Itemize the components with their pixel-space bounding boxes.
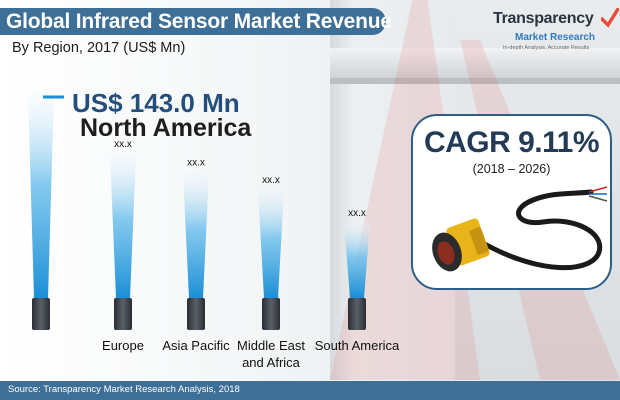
- highlight-region: North America: [80, 114, 252, 142]
- data-label-south-america: xx.x: [348, 208, 366, 219]
- chart-pedestals: [32, 298, 366, 330]
- logo-subtitle: Market Research: [515, 32, 596, 43]
- background-ceiling-beam: [330, 78, 620, 84]
- checkmark-icon: [601, 8, 619, 28]
- bar-south-america: [344, 223, 370, 298]
- footer-bar: Source: Transparency Market Research Ana…: [0, 381, 620, 400]
- chart-category-labels: Europe Asia Pacific Middle East and Africa S…: [102, 338, 400, 370]
- pedestal-asia-pacific: [187, 298, 205, 330]
- bar-asia-pacific: [183, 172, 209, 298]
- chart-subtitle: By Region, 2017 (US$ Mn): [12, 40, 186, 56]
- bar-middle-east-and-africa: [258, 189, 284, 298]
- bar-europe: [110, 153, 136, 298]
- cagr-value: CAGR 9.11%: [423, 126, 600, 159]
- category-label-middle-east-and-africa: and Africa: [242, 355, 301, 370]
- chart-title: Global Infrared Sensor Market Revenue: [6, 10, 392, 33]
- data-label-asia-pacific: xx.x: [187, 158, 205, 169]
- chart-bars: [28, 92, 370, 298]
- logo-tagline: In-depth Analysis. Accurate Results: [503, 45, 590, 51]
- cagr-box: CAGR 9.11% (2018 – 2026): [411, 114, 612, 290]
- data-label-europe: xx.x: [114, 139, 132, 150]
- data-label-middle-east-and-africa: xx.x: [262, 175, 280, 186]
- category-label-europe: Europe: [102, 338, 144, 353]
- cagr-period: (2018 – 2026): [472, 162, 551, 176]
- brand-logo: Transparency Market Research In-depth An…: [493, 8, 620, 70]
- highlight-value: US$ 143.0 Mn: [72, 88, 240, 118]
- category-label-south-america: South America: [315, 338, 400, 353]
- chart-data-labels: xx.x xx.x xx.x xx.x: [114, 139, 366, 219]
- pedestal-europe: [114, 298, 132, 330]
- logo-name: Transparency: [493, 10, 594, 27]
- pedestal-middle-east-and-africa: [262, 298, 280, 330]
- category-label-middle-east-and-africa: Middle East: [237, 338, 305, 353]
- bar-north-america: [28, 92, 54, 298]
- pedestal-south-america: [348, 298, 366, 330]
- background-door-head: [330, 48, 620, 78]
- pedestal-north-america: [32, 298, 50, 330]
- category-label-asia-pacific: Asia Pacific: [162, 338, 230, 353]
- infrared-sensor-image: [432, 186, 608, 272]
- title-bar: [0, 8, 386, 35]
- source-note: Source: Transparency Market Research Ana…: [8, 384, 240, 395]
